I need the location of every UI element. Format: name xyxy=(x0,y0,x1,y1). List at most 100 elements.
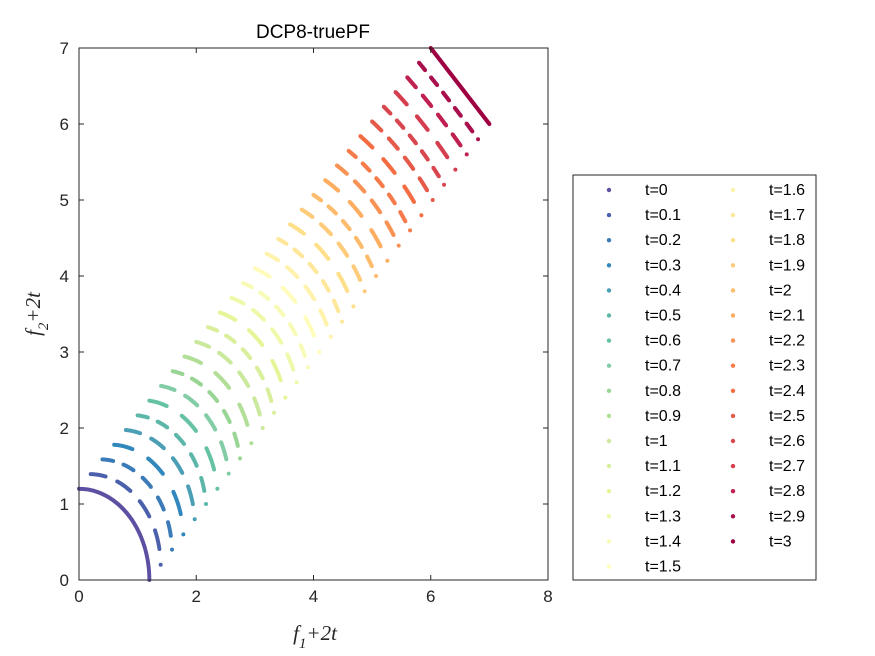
legend-label: t=2.6 xyxy=(769,433,805,450)
legend-label: t=1.2 xyxy=(645,483,681,500)
legend-label: t=0.2 xyxy=(645,232,681,249)
x-tick-label: 4 xyxy=(309,587,318,606)
legend-label: t=0.3 xyxy=(645,257,681,274)
data-point xyxy=(401,125,406,130)
legend-item: t=2 xyxy=(730,282,792,299)
legend-marker xyxy=(730,438,736,444)
data-point xyxy=(302,354,307,359)
data-point xyxy=(172,388,177,393)
data-point xyxy=(388,111,393,116)
data-point xyxy=(178,512,183,517)
legend-item: t=2.2 xyxy=(730,333,805,350)
legend-label: t=2.7 xyxy=(769,458,805,475)
data-point xyxy=(353,154,358,159)
axis-ticks: 0 2 4 6 8 0 1 2 3 4 5 6 7 xyxy=(60,39,553,606)
data-point xyxy=(257,412,262,417)
data-point xyxy=(359,213,364,218)
data-point xyxy=(413,85,418,90)
legend-label: t=2.8 xyxy=(769,483,805,500)
data-point xyxy=(378,210,383,215)
series-t-0.8 xyxy=(170,369,243,461)
data-point xyxy=(148,484,153,489)
data-point xyxy=(442,182,447,187)
data-point xyxy=(425,127,430,132)
data-point xyxy=(161,507,166,512)
legend-marker xyxy=(730,212,736,218)
data-point xyxy=(391,233,396,238)
legend-label: t=0.8 xyxy=(645,383,681,400)
data-point xyxy=(213,427,218,432)
data-point xyxy=(180,470,185,475)
data-point xyxy=(380,184,385,189)
legend-item: t=2.6 xyxy=(730,433,805,450)
series-t-2.6 xyxy=(381,104,447,187)
legend-label: t=1 xyxy=(645,433,668,450)
legend-label: t=3 xyxy=(769,533,792,550)
legend-item: t=2.9 xyxy=(730,508,805,525)
series-t-0.6 xyxy=(147,398,220,491)
legend-marker xyxy=(730,338,736,343)
data-point xyxy=(312,297,317,302)
legend-label: t=2.3 xyxy=(769,358,805,375)
legend-label: t=2.9 xyxy=(769,508,805,525)
data-point xyxy=(241,301,246,306)
series-t-1.3 xyxy=(229,295,299,385)
series-t-1.2 xyxy=(217,310,288,400)
data-point xyxy=(395,146,400,151)
legend-item: t=2.7 xyxy=(730,458,805,475)
data-point xyxy=(385,258,390,263)
legend-marker xyxy=(730,313,736,318)
data-point xyxy=(340,319,345,324)
legend-marker xyxy=(730,489,736,494)
data-point xyxy=(262,317,267,322)
data-point xyxy=(227,419,232,424)
series-t-2.7 xyxy=(393,90,458,172)
legend-item: t=2.8 xyxy=(730,483,805,500)
data-point xyxy=(215,398,220,403)
data-point xyxy=(317,350,322,354)
data-point xyxy=(487,122,492,126)
data-point xyxy=(145,415,150,420)
data-point xyxy=(198,360,203,365)
data-point xyxy=(291,367,296,372)
data-point xyxy=(275,258,280,263)
legend-label: t=2 xyxy=(769,282,792,299)
legend-item: t=0.4 xyxy=(606,282,681,299)
data-point xyxy=(165,425,170,430)
data-point xyxy=(193,428,198,433)
data-point xyxy=(204,502,209,506)
data-point xyxy=(157,547,162,552)
data-point xyxy=(206,344,211,349)
legend-marker xyxy=(606,363,612,368)
y-tick-label: 3 xyxy=(60,343,69,362)
data-point xyxy=(293,332,298,337)
legend-marker xyxy=(606,388,612,393)
y-tick-label: 5 xyxy=(60,191,69,210)
legend: t=0 t=0.1 t=0.2 t=0.3 t=0.4 t=0.5 t=0.6 t=0.7 t=… xyxy=(572,174,817,581)
legend-item: t=2.3 xyxy=(730,358,805,375)
data-point xyxy=(260,426,265,430)
legend-item: t=0.2 xyxy=(606,232,681,249)
legend-label: t=1.6 xyxy=(769,182,805,199)
legend-item: t=0.8 xyxy=(606,383,681,400)
legend-item: t=0.5 xyxy=(606,308,681,325)
data-point xyxy=(326,288,331,293)
data-point xyxy=(476,137,481,142)
y-tick-label: 4 xyxy=(60,267,69,286)
series-t-1.9 xyxy=(299,207,367,294)
legend-label: t=0.9 xyxy=(645,408,681,425)
legend-item: t=0.9 xyxy=(606,408,681,425)
data-point xyxy=(408,228,413,233)
legend-marker xyxy=(730,288,736,293)
data-point xyxy=(345,253,350,258)
legend-marker xyxy=(606,263,612,268)
data-point xyxy=(168,533,173,538)
series-t-2.4 xyxy=(358,134,424,218)
series-t-2.1 xyxy=(323,178,390,263)
data-point xyxy=(226,471,231,476)
data-point xyxy=(293,299,298,304)
data-point xyxy=(458,143,463,148)
data-point xyxy=(351,304,356,309)
data-point xyxy=(423,68,428,73)
data-point xyxy=(198,382,203,387)
